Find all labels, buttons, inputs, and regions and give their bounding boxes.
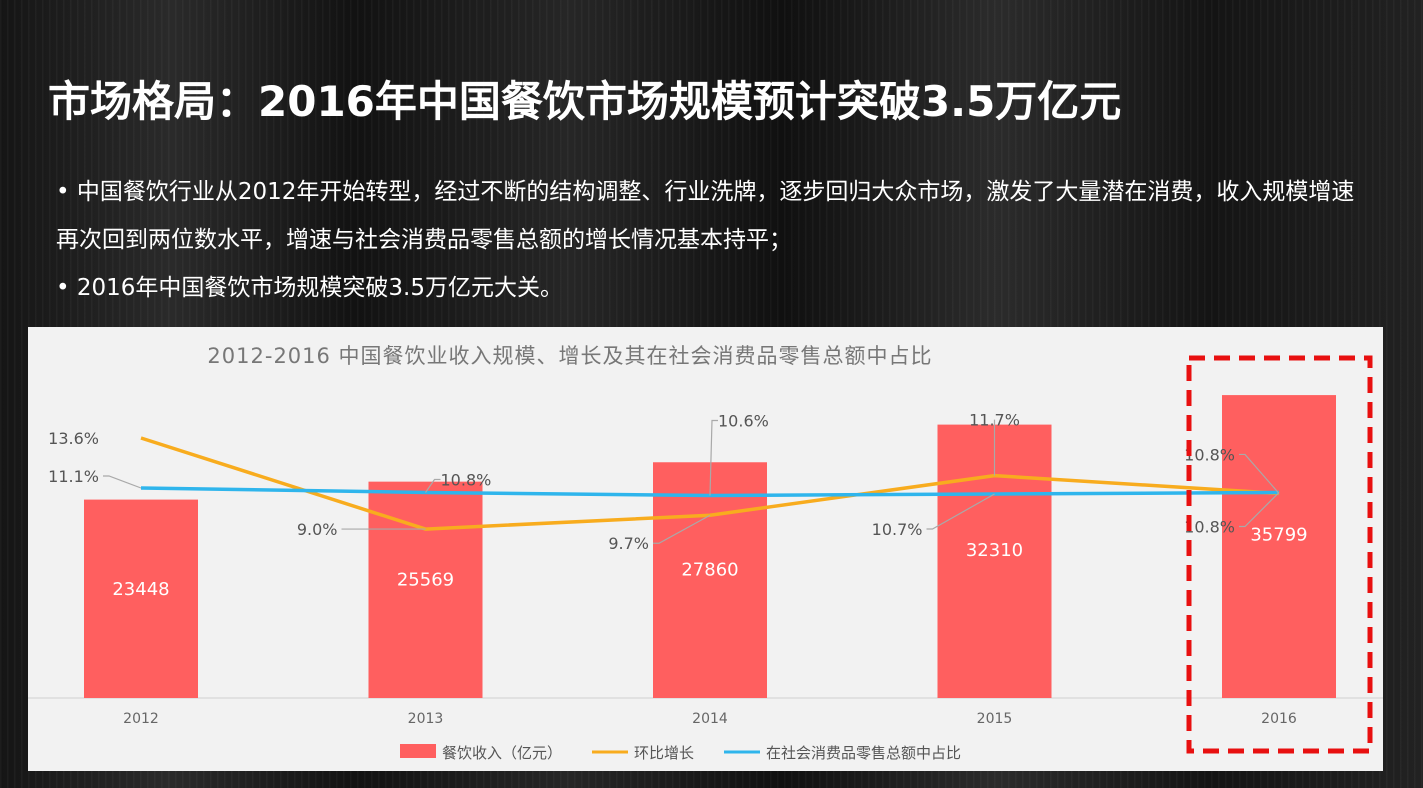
chart-panel: 2012-2016 中国餐饮业收入规模、增长及其在社会消费品零售总额中占比 23… bbox=[28, 327, 1383, 771]
share-data-label: 10.8% bbox=[1184, 518, 1235, 537]
growth-data-label: 9.7% bbox=[608, 534, 649, 553]
x-tick-label: 2013 bbox=[408, 711, 444, 727]
bullet-list: 中国餐饮行业从2012年开始转型，经过不断的结构调整、行业洗牌，逐步回归大众市场… bbox=[56, 168, 1366, 312]
legend-swatch-bar bbox=[400, 744, 436, 758]
share-leader-line bbox=[926, 493, 995, 530]
bar-value-label: 32310 bbox=[966, 540, 1023, 561]
growth-leader-line bbox=[653, 514, 711, 544]
x-tick-label: 2016 bbox=[1261, 711, 1297, 727]
bullet-item: 2016年中国餐饮市场规模突破3.5万亿元大关。 bbox=[56, 264, 1366, 312]
legend-label: 餐饮收入（亿元） bbox=[442, 744, 562, 762]
share-leader-line bbox=[103, 475, 142, 489]
share-data-label: 10.8% bbox=[441, 471, 492, 490]
bar-value-label: 27860 bbox=[681, 559, 738, 580]
share-data-label: 10.6% bbox=[718, 412, 769, 431]
legend-label: 环比增长 bbox=[634, 744, 694, 762]
bar-value-label: 35799 bbox=[1250, 524, 1307, 545]
chart-title: 2012-2016 中国餐饮业收入规模、增长及其在社会消费品零售总额中占比 bbox=[207, 344, 932, 368]
revenue-bar bbox=[653, 462, 767, 698]
bullet-item: 中国餐饮行业从2012年开始转型，经过不断的结构调整、行业洗牌，逐步回归大众市场… bbox=[56, 168, 1366, 264]
growth-data-label: 13.6% bbox=[48, 429, 99, 448]
revenue-bar bbox=[1222, 395, 1336, 698]
growth-data-label: 11.7% bbox=[969, 411, 1020, 430]
share-leader-line bbox=[1239, 492, 1280, 528]
highlight-dashed-box bbox=[1186, 355, 1373, 754]
growth-data-label: 10.8% bbox=[1184, 445, 1235, 464]
growth-leader-line bbox=[1239, 453, 1280, 494]
combo-chart: 2012-2016 中国餐饮业收入规模、增长及其在社会消费品零售总额中占比 23… bbox=[28, 344, 1383, 762]
legend-label: 在社会消费品零售总额中占比 bbox=[766, 744, 961, 762]
share-data-label: 10.7% bbox=[872, 520, 923, 539]
bar-value-label: 25569 bbox=[397, 569, 454, 590]
revenue-bar bbox=[84, 499, 198, 698]
growth-line bbox=[140, 436, 1280, 531]
x-tick-label: 2015 bbox=[977, 711, 1013, 727]
share-leader-line bbox=[425, 478, 441, 493]
growth-data-label: 9.0% bbox=[297, 520, 338, 539]
share-leader-line bbox=[709, 419, 718, 496]
x-tick-label: 2012 bbox=[123, 711, 159, 727]
bar-value-label: 23448 bbox=[112, 579, 169, 600]
share-data-label: 11.1% bbox=[48, 467, 99, 486]
page-title: 市场格局：2016年中国餐饮市场规模预计突破3.5万亿元 bbox=[48, 77, 1122, 126]
x-tick-label: 2014 bbox=[692, 711, 728, 727]
